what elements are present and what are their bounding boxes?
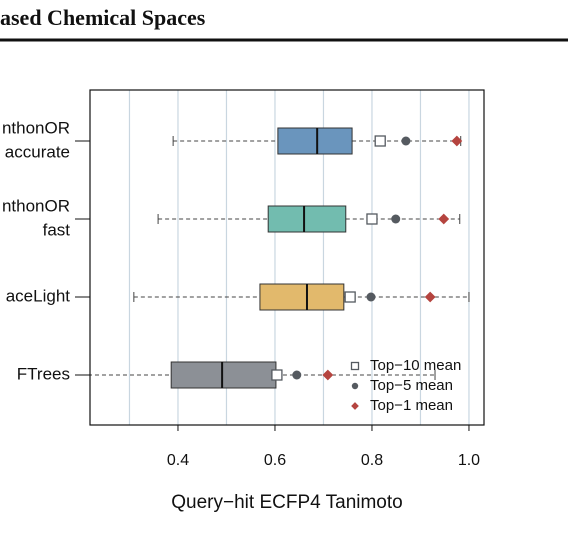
y-tick-label: nthonOR xyxy=(2,196,70,215)
y-tick-label: fast xyxy=(43,220,71,239)
marker-circle xyxy=(391,214,401,224)
plot-area xyxy=(90,127,470,389)
legend-label: Top−10 mean xyxy=(370,357,461,374)
box xyxy=(277,127,353,155)
x-tick-label: 0.8 xyxy=(361,452,383,469)
legend-label: Top−1 mean xyxy=(370,397,453,414)
y-tick-label: FTrees xyxy=(17,364,70,383)
box xyxy=(170,361,277,389)
marker-square xyxy=(344,291,356,303)
y-tick-label: nthonOR xyxy=(2,118,70,137)
marker-circle xyxy=(292,370,302,380)
marker-square xyxy=(374,135,386,147)
box xyxy=(267,205,347,233)
y-tick-label: aceLight xyxy=(6,286,71,305)
plot-frame xyxy=(89,89,485,426)
axes: 0.4 0.6 0.8 1.0 nthonOR accurate nthonOR fast ac… xyxy=(2,118,480,469)
marker-circle xyxy=(401,136,411,146)
x-tick-label: 0.6 xyxy=(264,452,286,469)
marker-diamond xyxy=(351,402,359,410)
marker-diamond xyxy=(424,291,436,303)
marker-square xyxy=(350,361,360,371)
x-axis-label: Query−hit ECFP4 Tanimoto xyxy=(171,492,402,513)
box xyxy=(259,283,345,311)
marker-square xyxy=(366,213,378,225)
marker-diamond xyxy=(438,213,450,225)
legend-label: Top−5 mean xyxy=(370,377,453,394)
x-tick-label: 0.4 xyxy=(167,452,189,469)
marker-diamond xyxy=(322,369,334,381)
marker-diamond xyxy=(451,135,463,147)
marker-circle xyxy=(366,292,376,302)
marker-square xyxy=(271,369,283,381)
y-tick-label: accurate xyxy=(5,142,70,161)
marker-circle xyxy=(351,382,359,390)
chart-title: ased Chemical Spaces xyxy=(0,5,206,30)
x-tick-label: 1.0 xyxy=(458,452,480,469)
